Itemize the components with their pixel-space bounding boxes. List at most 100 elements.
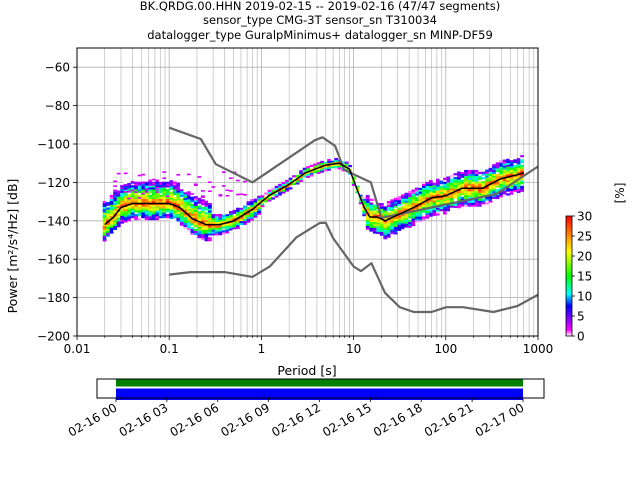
density-cell: [229, 226, 233, 229]
density-cell: [436, 209, 440, 212]
density-cell: [323, 161, 328, 164]
density-cell: [414, 199, 419, 202]
density-cell: [425, 195, 430, 198]
density-cell: [513, 160, 518, 164]
density-cell: [281, 187, 286, 190]
density-cell: [383, 231, 388, 234]
density-cell: [253, 213, 258, 216]
density-cell: [488, 192, 493, 195]
density-cell: [274, 187, 279, 190]
density-cell: [176, 207, 181, 210]
density-cell: [127, 197, 132, 200]
density-cell: [169, 195, 174, 198]
density-cell: [316, 171, 321, 174]
density-cell: [151, 208, 156, 211]
density-cell: [313, 171, 318, 174]
density-cell: [506, 164, 510, 167]
density-cell: [102, 235, 107, 238]
density-cell: [344, 161, 349, 164]
density-cell: [393, 211, 398, 214]
density-cell: [467, 192, 472, 196]
density-cell: [141, 194, 146, 198]
density-cell: [390, 210, 395, 214]
density-cell: [344, 171, 349, 174]
density-cell: [106, 213, 111, 216]
density-cell: [474, 189, 479, 192]
density-cell: [200, 190, 205, 192]
density-cell: [193, 203, 198, 207]
density-cell: [464, 194, 468, 198]
density-cell: [509, 173, 514, 176]
density-cell: [407, 225, 412, 228]
density-cell: [179, 188, 184, 192]
density-cell: [376, 224, 381, 227]
density-cell: [236, 207, 240, 210]
density-cell: [134, 191, 139, 193]
density-cell: [257, 193, 261, 196]
density-cell: [502, 173, 507, 176]
density-cell: [379, 206, 384, 209]
density-cell: [421, 189, 426, 192]
density-cell: [418, 187, 423, 190]
density-cell: [113, 193, 118, 196]
density-cell: [376, 231, 381, 235]
density-cell: [246, 218, 251, 221]
density-cell: [285, 181, 289, 184]
density-cell: [186, 212, 191, 215]
density-cell: [165, 196, 170, 200]
density-cell: [446, 209, 451, 212]
density-cell: [172, 185, 177, 188]
density-cell: [243, 207, 247, 210]
density-cell: [414, 191, 419, 194]
density-cell: [369, 210, 374, 213]
density-cell: [127, 209, 132, 212]
density-cell: [200, 218, 205, 221]
density-cell: [211, 231, 216, 234]
density-cell: [197, 197, 202, 200]
density-cell: [379, 208, 384, 211]
density-cell: [450, 207, 454, 210]
density-cell: [495, 181, 500, 184]
density-cell: [176, 215, 181, 218]
density-cell: [288, 179, 293, 182]
density-cell: [229, 177, 233, 180]
density-cell: [158, 196, 163, 200]
density-cell: [102, 218, 107, 221]
density-cell: [418, 191, 423, 194]
density-cell: [148, 200, 153, 203]
density-cell: [109, 194, 114, 198]
density-cell: [186, 206, 191, 209]
plot-frame: [76, 47, 539, 337]
density-cell: [513, 159, 518, 162]
density-cell: [190, 213, 195, 216]
density-cell: [428, 212, 433, 215]
density-cell: [120, 188, 125, 192]
density-cell: [127, 184, 132, 187]
density-cell: [393, 218, 398, 222]
density-cell: [102, 239, 107, 242]
x-tick-label: 10: [346, 342, 361, 356]
density-cell: [200, 220, 205, 223]
density-cell: [414, 216, 419, 219]
density-cell: [516, 175, 521, 178]
colorbar-tick-label: 20: [577, 250, 592, 264]
density-cell: [225, 213, 230, 217]
density-cell: [485, 177, 489, 180]
density-cell: [499, 181, 503, 184]
density-cell: [190, 194, 195, 197]
density-cell: [492, 194, 496, 198]
density-cell: [467, 183, 472, 186]
density-cell: [211, 216, 216, 219]
density-cell: [155, 212, 160, 215]
density-cell: [162, 189, 167, 192]
density-cell: [109, 231, 114, 234]
density-cell: [158, 206, 163, 209]
density-cell: [214, 227, 219, 230]
x-tick-label: 1000: [523, 342, 554, 356]
density-cell: [239, 213, 244, 216]
density-cell: [165, 191, 170, 194]
density-cell: [207, 202, 212, 205]
density-cell: [432, 204, 437, 207]
density-cell: [221, 171, 226, 174]
density-cell: [285, 179, 289, 183]
